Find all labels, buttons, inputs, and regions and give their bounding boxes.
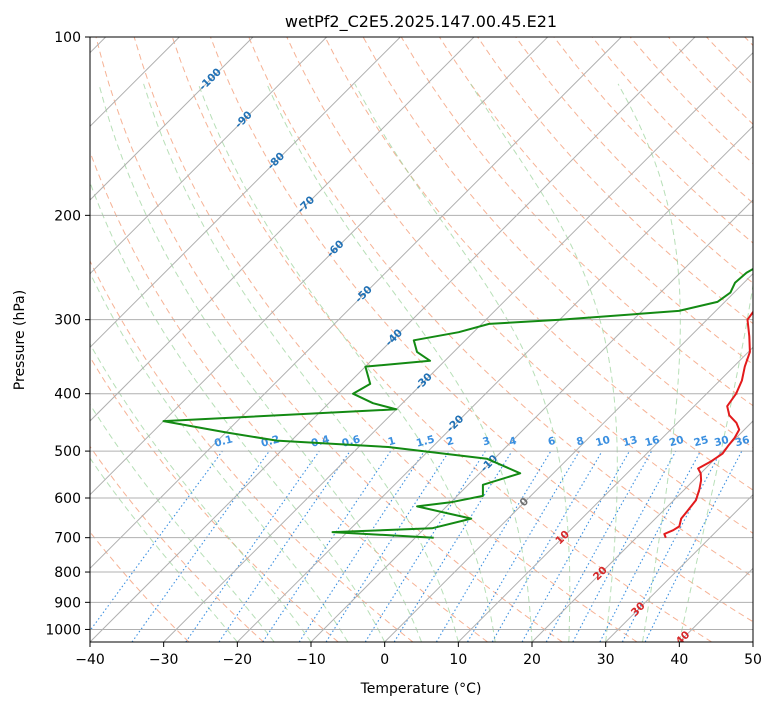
y-tick-label: 500	[54, 444, 81, 460]
y-tick-label: 600	[54, 491, 81, 507]
chart-title: wetPf2_C2E5.2025.147.00.45.E21	[285, 12, 557, 32]
x-tick-label: 20	[523, 652, 541, 668]
x-tick-label: −20	[223, 652, 253, 668]
y-tick-label: 700	[54, 531, 81, 547]
x-tick-label: −30	[149, 652, 179, 668]
x-tick-label: 50	[744, 652, 762, 668]
x-tick-label: 40	[670, 652, 688, 668]
y-tick-label: 300	[54, 313, 81, 329]
y-tick-label: 400	[54, 387, 81, 403]
x-tick-label: −40	[75, 652, 105, 668]
y-tick-label: 800	[54, 565, 81, 581]
y-tick-label: 1000	[45, 622, 81, 638]
y-tick-label: 200	[54, 208, 81, 224]
x-tick-label: 10	[449, 652, 467, 668]
x-tick-label: −10	[296, 652, 326, 668]
x-tick-label: 30	[597, 652, 615, 668]
x-axis-label: Temperature (°C)	[360, 681, 482, 697]
x-tick-label: 0	[380, 652, 389, 668]
y-tick-label: 100	[54, 30, 81, 46]
y-tick-label: 900	[54, 595, 81, 611]
y-axis-label: Pressure (hPa)	[12, 290, 28, 390]
